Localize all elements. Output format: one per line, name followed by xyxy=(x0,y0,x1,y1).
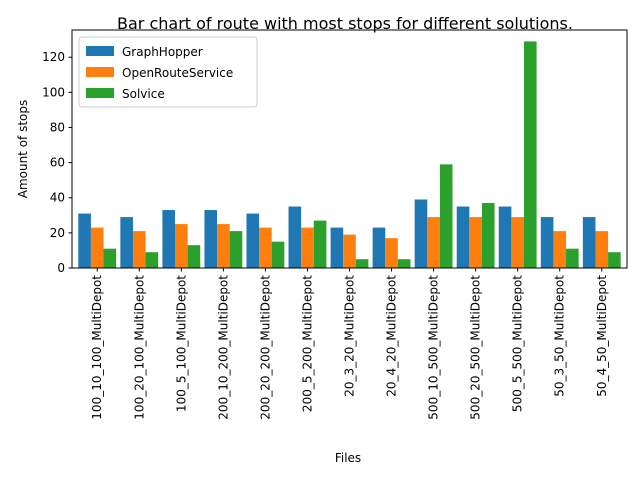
bar-graphhopper-100_10_100_MultiDepot xyxy=(78,213,91,268)
x-tick-label: 50_3_50_MultiDepot xyxy=(553,275,567,397)
bar-solvice-500_20_500_MultiDepot xyxy=(481,203,495,268)
x-tick-label: 200_5_200_MultiDepot xyxy=(300,275,314,412)
bar-solvice-50_3_50_MultiDepot xyxy=(566,248,579,268)
bar-solvice-100_5_100_MultiDepot xyxy=(187,245,201,268)
bar-graphhopper-500_20_500_MultiDepot xyxy=(456,206,470,268)
x-axis: 100_10_100_MultiDepot 100_20_100_MultiDep… xyxy=(90,268,609,420)
x-tick-label: 200_20_200_MultiDepot xyxy=(258,275,272,420)
bar-openrouteservice-500_10_500_MultiDepot xyxy=(427,217,440,268)
bar-solvice-200_5_200_MultiDepot xyxy=(313,220,327,268)
bar-openrouteservice-500_5_500_MultiDepot xyxy=(511,217,524,268)
bar-graphhopper-50_4_50_MultiDepot xyxy=(582,217,596,268)
x-tick-label: 20_3_20_MultiDepot xyxy=(343,275,357,397)
y-tick-label: 20 xyxy=(50,226,65,240)
bar-openrouteservice-50_3_50_MultiDepot xyxy=(553,231,567,268)
x-tick-label: 500_5_500_MultiDepot xyxy=(511,275,525,412)
y-tick-label: 40 xyxy=(50,191,65,205)
legend-label-openrouteservice: OpenRouteService xyxy=(122,66,233,80)
legend-label-graphhopper: GraphHopper xyxy=(122,45,203,59)
bar-solvice-20_4_20_MultiDepot xyxy=(397,259,411,268)
bar-openrouteservice-200_20_200_MultiDepot xyxy=(259,227,272,268)
bar-graphhopper-100_5_100_MultiDepot xyxy=(162,210,176,268)
bar-openrouteservice-50_4_50_MultiDepot xyxy=(595,231,609,268)
bar-openrouteservice-20_3_20_MultiDepot xyxy=(343,234,356,268)
x-axis-label: Files xyxy=(335,451,361,465)
bar-openrouteservice-20_4_20_MultiDepot xyxy=(385,238,398,268)
bar-openrouteservice-200_10_200_MultiDepot xyxy=(217,224,230,268)
y-tick-label: 0 xyxy=(57,261,65,275)
x-tick-label: 100_10_100_MultiDepot xyxy=(90,275,104,420)
x-tick-label: 100_20_100_MultiDepot xyxy=(132,275,146,420)
bar-openrouteservice-100_5_100_MultiDepot xyxy=(175,224,188,268)
legend: GraphHopper OpenRouteService Solvice xyxy=(78,36,258,108)
legend-swatch-graphhopper xyxy=(86,46,114,56)
y-tick-label: 80 xyxy=(50,120,65,134)
plot-frame xyxy=(71,29,628,269)
bars-group xyxy=(78,41,621,268)
legend-swatch-solvice xyxy=(86,88,114,98)
legend-box xyxy=(78,36,258,108)
y-axis: 0 20 40 60 80 100 120 xyxy=(42,50,72,275)
y-axis-label: Amount of stops xyxy=(16,100,30,199)
x-tick-label: 500_10_500_MultiDepot xyxy=(427,275,441,420)
bar-solvice-20_3_20_MultiDepot xyxy=(355,259,369,268)
x-tick-label: 100_5_100_MultiDepot xyxy=(174,275,188,412)
bar-solvice-500_5_500_MultiDepot xyxy=(523,41,537,268)
bar-solvice-200_20_200_MultiDepot xyxy=(271,241,285,268)
bar-graphhopper-200_20_200_MultiDepot xyxy=(246,213,260,268)
bar-solvice-100_20_100_MultiDepot xyxy=(145,252,159,268)
bar-solvice-200_10_200_MultiDepot xyxy=(229,231,243,268)
y-tick-label: 60 xyxy=(50,156,65,170)
y-tick-label: 100 xyxy=(42,85,65,99)
bar-graphhopper-20_3_20_MultiDepot xyxy=(330,227,344,268)
bar-graphhopper-500_5_500_MultiDepot xyxy=(498,206,512,268)
bar-openrouteservice-100_10_100_MultiDepot xyxy=(90,227,104,268)
y-tick-label: 120 xyxy=(42,50,65,64)
bar-graphhopper-100_20_100_MultiDepot xyxy=(120,217,133,268)
bar-openrouteservice-100_20_100_MultiDepot xyxy=(132,231,146,268)
x-tick-label: 200_10_200_MultiDepot xyxy=(216,275,230,420)
bar-graphhopper-50_3_50_MultiDepot xyxy=(540,217,554,268)
bar-graphhopper-200_5_200_MultiDepot xyxy=(288,206,302,268)
bar-graphhopper-500_10_500_MultiDepot xyxy=(414,199,428,268)
bar-graphhopper-200_10_200_MultiDepot xyxy=(204,210,218,268)
bar-openrouteservice-200_5_200_MultiDepot xyxy=(301,227,314,268)
bar-openrouteservice-500_20_500_MultiDepot xyxy=(469,217,482,268)
bar-graphhopper-20_4_20_MultiDepot xyxy=(372,227,386,268)
x-tick-label: 20_4_20_MultiDepot xyxy=(385,275,399,397)
bar-solvice-50_4_50_MultiDepot xyxy=(608,252,621,268)
chart-title: Bar chart of route with most stops for d… xyxy=(117,14,573,33)
legend-swatch-openrouteservice xyxy=(86,67,114,77)
bar-solvice-100_10_100_MultiDepot xyxy=(103,248,117,268)
bar-solvice-500_10_500_MultiDepot xyxy=(439,164,453,268)
legend-label-solvice: Solvice xyxy=(122,87,165,101)
x-tick-label: 500_20_500_MultiDepot xyxy=(469,275,483,420)
x-tick-label: 50_4_50_MultiDepot xyxy=(595,275,609,397)
